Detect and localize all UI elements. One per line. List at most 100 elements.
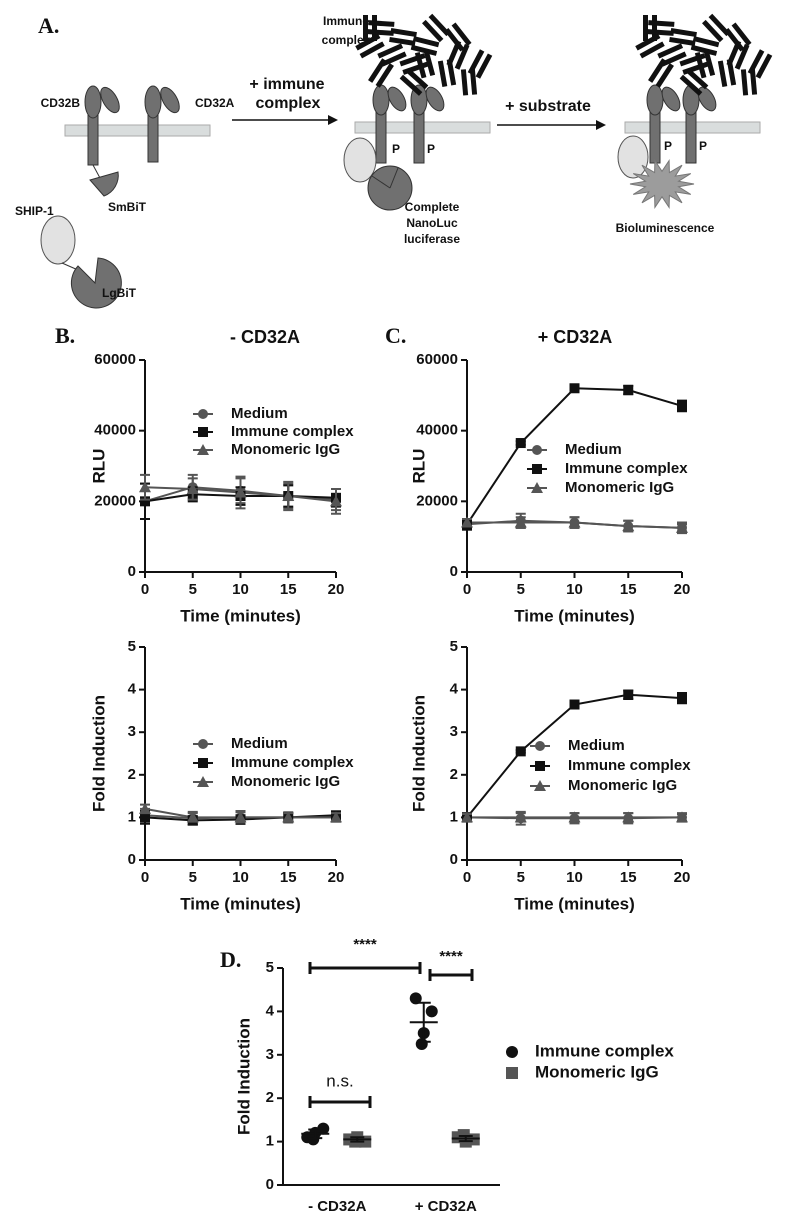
linker xyxy=(92,164,101,179)
receptor-domain xyxy=(425,86,445,112)
y-tick-label: 4 xyxy=(450,681,459,698)
marker xyxy=(622,811,635,823)
antibody-chain xyxy=(648,58,667,83)
y-tick-label: 20000 xyxy=(94,492,136,509)
y-axis-label: Fold Induction xyxy=(89,695,108,812)
phospho: P xyxy=(664,139,672,153)
y-tick-label: 0 xyxy=(128,851,136,868)
annotation: **** xyxy=(439,948,463,965)
x-tick-label: 0 xyxy=(141,581,149,598)
marker xyxy=(535,761,545,771)
legend-label: Medium xyxy=(231,405,288,422)
antibody xyxy=(355,33,385,59)
marker xyxy=(197,776,209,787)
marker xyxy=(515,746,526,757)
antibody xyxy=(643,15,657,41)
legend-label: Monomeric IgG xyxy=(568,777,677,794)
antibody xyxy=(389,28,417,46)
x-tick-label: 20 xyxy=(674,581,691,598)
marker xyxy=(140,812,150,823)
antibody xyxy=(367,20,395,36)
ship1 xyxy=(343,137,377,183)
marker xyxy=(514,516,527,528)
x-axis-label: Time (minutes) xyxy=(180,606,301,625)
x-axis-label: Time (minutes) xyxy=(180,894,301,913)
antibody-chain xyxy=(414,51,427,79)
y-tick-label: 20000 xyxy=(416,492,458,509)
chart-title: + CD32A xyxy=(538,327,613,347)
x-tick-label: 0 xyxy=(463,869,471,886)
y-tick-label: 3 xyxy=(128,723,136,740)
x-tick-label: 15 xyxy=(280,869,297,886)
marker xyxy=(330,811,342,823)
marker xyxy=(623,689,634,700)
marker xyxy=(139,481,151,493)
antibody-chain xyxy=(747,49,765,75)
antibody xyxy=(363,15,377,41)
label: + substrate xyxy=(505,98,591,115)
antibody xyxy=(702,13,730,43)
x-tick-label: - CD32A xyxy=(308,1198,367,1215)
marker xyxy=(425,1005,438,1018)
panel-label: D. xyxy=(220,947,241,972)
antibody-chain xyxy=(679,74,703,96)
antibody-chain xyxy=(428,13,450,37)
antibody-chain xyxy=(660,51,687,67)
antibody-chain xyxy=(657,43,684,59)
lgbit xyxy=(70,257,122,309)
antibody-chain xyxy=(643,15,648,41)
x-tick-label: 0 xyxy=(141,869,149,886)
y-axis-label: Fold Induction xyxy=(409,695,428,812)
marker xyxy=(198,409,208,419)
receptor-domain xyxy=(100,86,120,114)
marker xyxy=(535,741,545,751)
antibody xyxy=(694,49,716,79)
antibody xyxy=(648,58,674,88)
label: CD32A xyxy=(195,96,235,110)
receptor-domain xyxy=(84,85,102,119)
membrane xyxy=(64,124,211,137)
marker xyxy=(461,516,473,528)
y-tick-label: 1 xyxy=(128,808,136,825)
y-axis-label: Fold Induction xyxy=(234,1018,253,1135)
antibody-chain xyxy=(377,43,404,59)
antibody-chain xyxy=(437,60,448,88)
label: Bioluminescence xyxy=(616,221,715,235)
phospho: P xyxy=(427,142,435,156)
antibody-chain xyxy=(390,28,417,38)
panel-label: C. xyxy=(385,323,406,348)
y-tick-label: 40000 xyxy=(94,422,136,439)
error-bar xyxy=(416,1001,431,1043)
receptor-domain xyxy=(372,84,390,116)
antibody-chain xyxy=(692,36,720,48)
antibody-chain xyxy=(717,60,728,88)
y-tick-label: 60000 xyxy=(94,351,136,368)
phospho: P xyxy=(699,139,707,153)
marker xyxy=(534,780,546,791)
antibody-chain xyxy=(703,49,716,77)
marker xyxy=(198,427,208,437)
panel-label: B. xyxy=(55,323,75,348)
receptor xyxy=(649,107,661,164)
y-tick-label: 1 xyxy=(450,808,458,825)
antibody xyxy=(377,43,407,67)
legend-label: Monomeric IgG xyxy=(565,479,674,496)
x-tick-label: 10 xyxy=(232,581,249,598)
antibody-chain xyxy=(734,43,750,70)
x-tick-label: 5 xyxy=(189,581,197,598)
antibody-chain xyxy=(469,68,478,95)
antibody-chain xyxy=(639,41,665,59)
marker xyxy=(234,486,247,498)
legend-label: Immune complex xyxy=(565,460,688,477)
y-tick-label: 5 xyxy=(128,638,136,655)
legend-label: Immune complex xyxy=(568,757,691,774)
legend-label: Immune complex xyxy=(535,1041,674,1060)
antibody-chain xyxy=(685,68,709,90)
x-tick-label: 5 xyxy=(189,869,197,886)
antibody-chain xyxy=(749,68,758,95)
significance-bracket xyxy=(308,962,422,974)
arrowhead xyxy=(596,120,606,130)
panel-label: A. xyxy=(38,13,59,38)
antibody-chain xyxy=(399,74,423,96)
label: luciferase xyxy=(404,232,460,246)
